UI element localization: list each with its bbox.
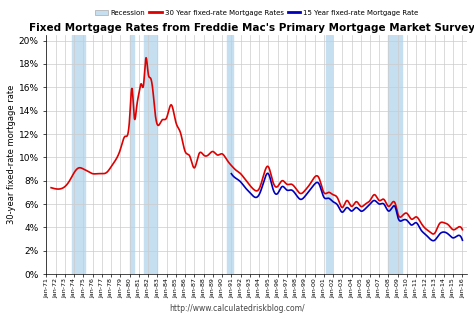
Bar	[130, 35, 134, 274]
Bar	[388, 35, 402, 274]
Bar	[72, 35, 85, 274]
Bar	[326, 35, 332, 274]
Legend: Recession, 30 Year fixed-rate Mortgage Rates, 15 Year fixed-rate Mortgage Rate: Recession, 30 Year fixed-rate Mortgage R…	[92, 7, 421, 19]
Text: http://www.calculatedriskblog.com/: http://www.calculatedriskblog.com/	[169, 305, 305, 313]
Title: Fixed Mortgage Rates from Freddie Mac's Primary Mortgage Market Survey®: Fixed Mortgage Rates from Freddie Mac's …	[28, 23, 474, 33]
Y-axis label: 30-year fixed-rate mortgage rate: 30-year fixed-rate mortgage rate	[7, 85, 16, 224]
Bar	[227, 35, 233, 274]
Bar	[144, 35, 157, 274]
